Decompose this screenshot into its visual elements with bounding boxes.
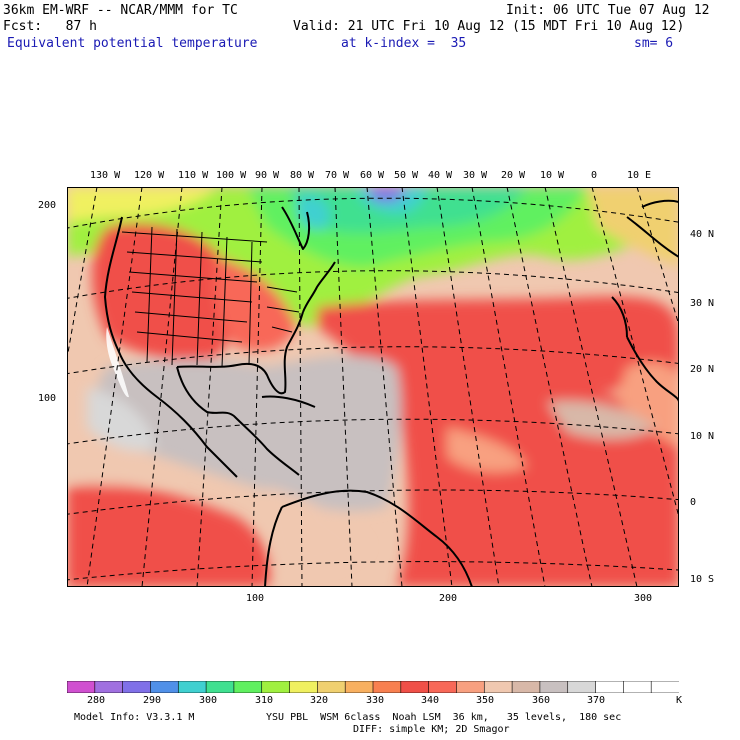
lat-label: 30 N	[690, 298, 715, 309]
colorbar	[67, 681, 679, 693]
colorbar-swatch	[428, 681, 458, 693]
model-title: 36km EM-WRF -- NCAR/MMM for TC	[3, 3, 238, 18]
lat-label: 40 N	[690, 229, 715, 240]
lon-label: 10 E	[627, 170, 652, 181]
field-white	[106, 327, 129, 398]
colorbar-label: 370	[587, 695, 606, 706]
colorbar-swatch	[595, 681, 625, 693]
lon-label: 80 W	[290, 170, 315, 181]
grid-x-label: 200	[439, 593, 458, 604]
lon-label: 100 W	[216, 170, 247, 181]
colorbar-swatch	[289, 681, 319, 693]
political-borders	[121, 226, 300, 368]
colorbar-swatch	[205, 681, 235, 693]
field-shading	[67, 187, 679, 587]
colorbar-swatch	[177, 681, 207, 693]
lon-label: 0	[591, 170, 598, 181]
colorbar-swatch	[567, 681, 597, 693]
init-time: Init: 06 UTC Tue 07 Aug 12	[506, 3, 710, 18]
lon-label: 90 W	[255, 170, 280, 181]
lat-label: 0	[690, 497, 697, 508]
colorbar-swatch	[233, 681, 263, 693]
colorbar-swatch	[623, 681, 652, 693]
colorbar-swatch	[67, 681, 96, 693]
lon-label: 130 W	[90, 170, 121, 181]
coastlines	[104, 199, 679, 587]
grid-y-label: 100	[38, 393, 57, 404]
colorbar-swatch	[150, 681, 180, 693]
colorbar-swatch	[372, 681, 402, 693]
colorbar-label: 290	[143, 695, 162, 706]
colorbar-swatch	[400, 681, 430, 693]
colorbar-label: 340	[421, 695, 440, 706]
colorbar-label: 320	[310, 695, 329, 706]
grid-y-label: 200	[38, 200, 57, 211]
theta-e-map	[67, 187, 679, 587]
lon-label: 110 W	[178, 170, 209, 181]
map-frame	[67, 187, 679, 587]
level-info: at k-index = 35	[341, 36, 467, 51]
lat-label: 10 N	[690, 431, 715, 442]
colorbar-swatch	[261, 681, 291, 693]
lon-label: 20 W	[501, 170, 526, 181]
colorbar-swatch	[94, 681, 124, 693]
lon-label: 60 W	[360, 170, 385, 181]
colorbar-swatch	[344, 681, 374, 693]
colorbar-swatch	[122, 681, 152, 693]
colorbar-label: 280	[87, 695, 106, 706]
colorbar-swatch	[511, 681, 541, 693]
colorbar-label: 330	[366, 695, 385, 706]
colorbar-swatch	[456, 681, 486, 693]
lon-label: 10 W	[540, 170, 565, 181]
forecast-hour: Fcst: 87 h	[3, 19, 97, 34]
lon-label: 70 W	[325, 170, 350, 181]
lon-label: 40 W	[428, 170, 453, 181]
grid-x-label: 300	[634, 593, 653, 604]
lon-label: 30 W	[463, 170, 488, 181]
grid-x-label: 100	[246, 593, 265, 604]
physics-info: YSU PBL WSM 6class Noah LSM 36 km, 35 le…	[266, 712, 622, 723]
graticule	[67, 187, 679, 587]
colorbar-label: 360	[532, 695, 551, 706]
colorbar-swatch	[317, 681, 346, 693]
lat-label: 10 S	[690, 574, 715, 585]
colorbar-label: 310	[255, 695, 274, 706]
colorbar-swatch	[483, 681, 513, 693]
diffusion-info: DIFF: simple KM; 2D Smagor	[353, 724, 510, 735]
lon-label: 120 W	[134, 170, 165, 181]
lat-label: 20 N	[690, 364, 715, 375]
model-info: Model Info: V3.3.1 M	[74, 712, 195, 723]
colorbar-swatch	[650, 681, 679, 693]
valid-time: Valid: 21 UTC Fri 10 Aug 12 (15 MDT Fri …	[293, 19, 685, 34]
smoothing-info: sm= 6	[634, 36, 674, 51]
colorbar-swatch	[539, 681, 569, 693]
lon-label: 50 W	[394, 170, 419, 181]
colorbar-label: 300	[199, 695, 218, 706]
colorbar-label: 350	[476, 695, 495, 706]
field-name: Equivalent potential temperature	[7, 36, 258, 51]
colorbar-unit: K	[676, 695, 683, 706]
